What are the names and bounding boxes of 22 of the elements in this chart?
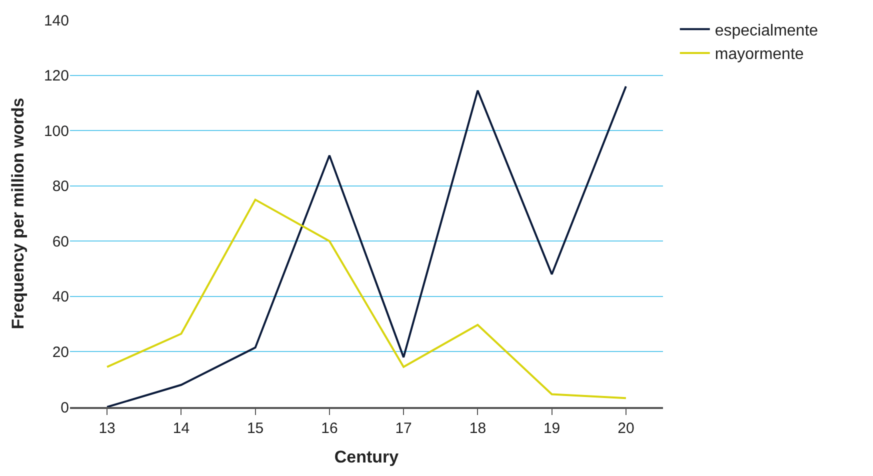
y-tick-label: 80 — [52, 178, 69, 196]
y-axis-title: Frequency per million words — [8, 98, 28, 330]
legend-label: especialmente — [714, 22, 818, 40]
y-tick-label: 60 — [52, 233, 69, 250]
x-tick-label: 16 — [321, 420, 338, 437]
y-tick-label: 0 — [60, 399, 69, 416]
x-tick-label: 17 — [395, 420, 412, 437]
x-tick-label: 14 — [172, 420, 190, 437]
x-tick-label: 19 — [543, 420, 560, 437]
line-series — [106, 85, 627, 407]
y-tick-label: 20 — [52, 344, 69, 361]
y-tick-label: 120 — [44, 68, 69, 85]
y-tick-label: 40 — [52, 288, 69, 306]
x-tick-label: 18 — [469, 420, 486, 437]
x-tick-label: 13 — [98, 420, 116, 437]
y-tick-label: 140 — [44, 12, 69, 30]
x-axis-title: Century — [334, 448, 400, 467]
x-tick-label: 15 — [246, 420, 264, 437]
y-tick-label: 100 — [44, 122, 69, 140]
line-series — [106, 198, 627, 400]
x-tick-label: 20 — [618, 420, 634, 437]
legend-label: mayormente — [714, 46, 804, 64]
